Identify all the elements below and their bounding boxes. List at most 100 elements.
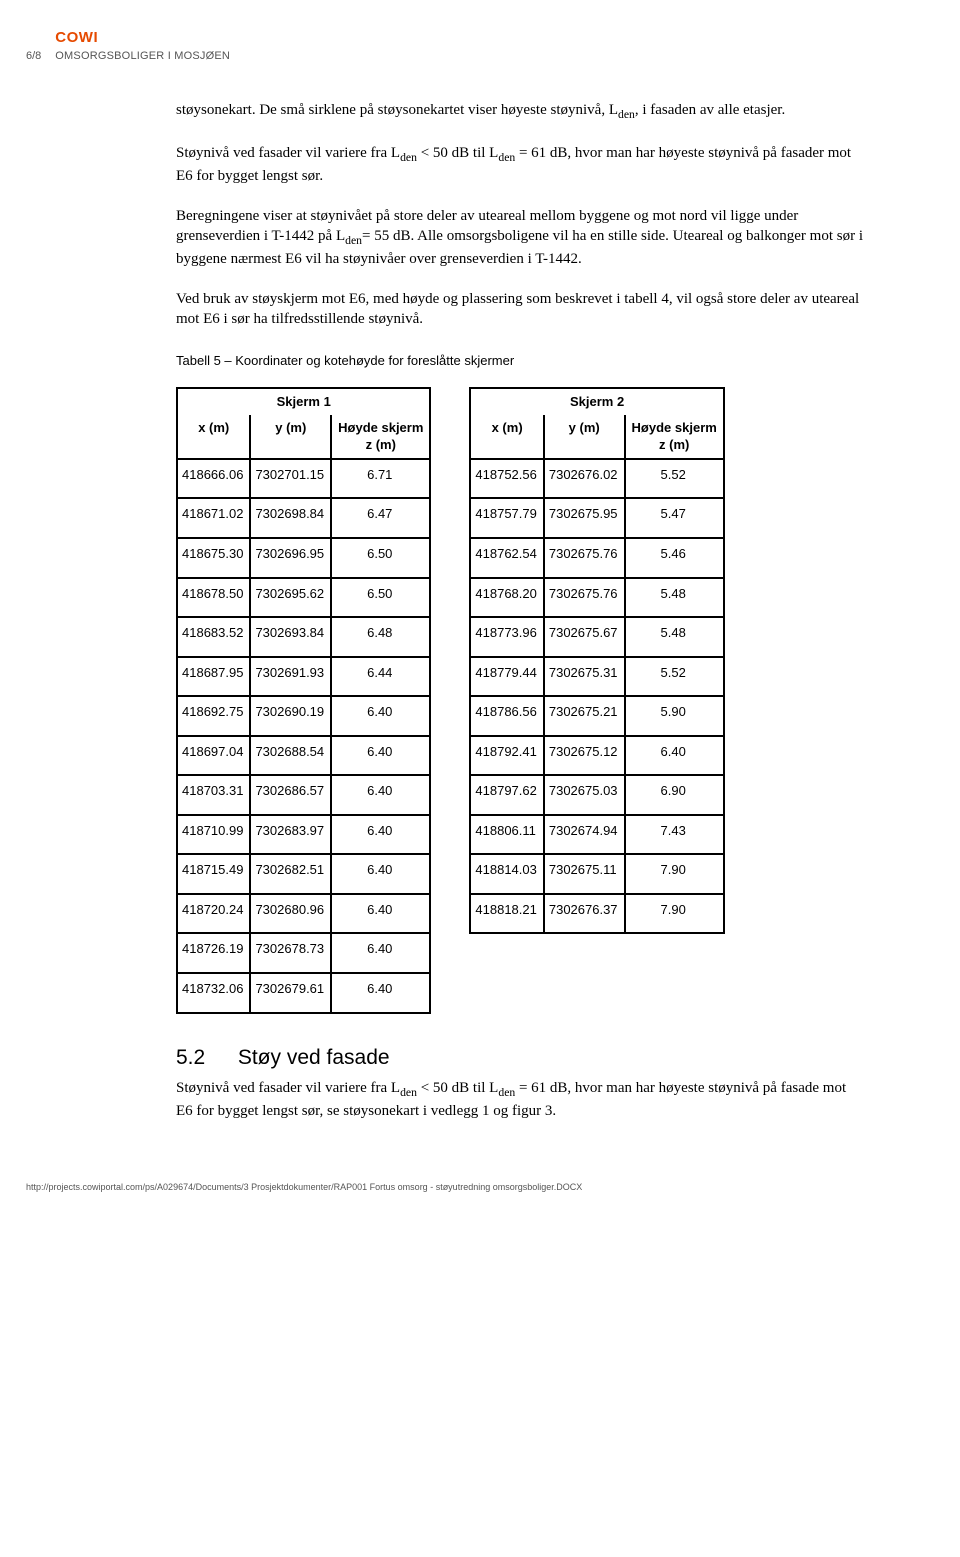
cell-x: 418666.06 [177, 459, 250, 499]
table-row: 418671.027302698.846.47 [177, 498, 430, 538]
cell-y: 7302678.73 [250, 933, 331, 973]
cell-y: 7302675.11 [544, 854, 625, 894]
table-row: 418792.417302675.126.40 [470, 736, 723, 776]
table-caption: Tabell 5 – Koordinater og kotehøyde for … [176, 352, 866, 370]
paragraph-4: Ved bruk av støyskjerm mot E6, med høyde… [176, 289, 866, 330]
cell-y: 7302675.31 [544, 657, 625, 697]
cell-y: 7302696.95 [250, 538, 331, 578]
cell-x: 418726.19 [177, 933, 250, 973]
table-row: 418697.047302688.546.40 [177, 736, 430, 776]
table-row: 418710.997302683.976.40 [177, 815, 430, 855]
table-row: 418779.447302675.315.52 [470, 657, 723, 697]
table-row: 418675.307302696.956.50 [177, 538, 430, 578]
cell-z: 5.48 [625, 617, 724, 657]
table-row: 418692.757302690.196.40 [177, 696, 430, 736]
cell-y: 7302680.96 [250, 894, 331, 934]
table-1-title: Skjerm 1 [177, 388, 430, 415]
table-row: 418797.627302675.036.90 [470, 775, 723, 815]
cell-z: 6.40 [331, 736, 430, 776]
cell-z: 6.71 [331, 459, 430, 499]
cell-z: 6.50 [331, 538, 430, 578]
cell-z: 6.40 [331, 775, 430, 815]
cell-z: 6.48 [331, 617, 430, 657]
col-header-z-line1: Høyde skjerm [632, 420, 717, 435]
cell-y: 7302675.03 [544, 775, 625, 815]
table-row: 418806.117302674.947.43 [470, 815, 723, 855]
cell-y: 7302675.76 [544, 578, 625, 618]
subscript-den: den [400, 1086, 417, 1099]
table-row: 418683.527302693.846.48 [177, 617, 430, 657]
cell-z: 6.40 [331, 854, 430, 894]
table-row: 418715.497302682.516.40 [177, 854, 430, 894]
cell-y: 7302686.57 [250, 775, 331, 815]
cell-x: 418715.49 [177, 854, 250, 894]
subscript-den: den [345, 234, 362, 247]
cell-y: 7302674.94 [544, 815, 625, 855]
table-row: 418814.037302675.117.90 [470, 854, 723, 894]
cell-y: 7302691.93 [250, 657, 331, 697]
section-body-a: Støynivå ved fasader vil variere fra L [176, 1080, 400, 1096]
section-body-b: < 50 dB til L [417, 1080, 498, 1096]
section-body: Støynivå ved fasader vil variere fra Lde… [176, 1078, 866, 1121]
col-header-x: x (m) [177, 415, 250, 459]
tables-container: Skjerm 1 x (m) y (m) Høyde skjermz (m) 4… [176, 387, 866, 1013]
cell-z: 6.40 [331, 815, 430, 855]
cell-z: 5.47 [625, 498, 724, 538]
table-row: 418818.217302676.377.90 [470, 894, 723, 934]
subscript-den: den [400, 151, 417, 164]
col-header-y: y (m) [544, 415, 625, 459]
table-row: 418703.317302686.576.40 [177, 775, 430, 815]
paragraph-2: Støynivå ved fasader vil variere fra Lde… [176, 143, 866, 186]
cell-x: 418732.06 [177, 973, 250, 1013]
cell-y: 7302675.76 [544, 538, 625, 578]
cell-y: 7302676.02 [544, 459, 625, 499]
cell-z: 6.44 [331, 657, 430, 697]
cell-y: 7302695.62 [250, 578, 331, 618]
cell-x: 418797.62 [470, 775, 543, 815]
section-number: 5.2 [176, 1044, 232, 1072]
cell-z: 6.50 [331, 578, 430, 618]
cell-x: 418818.21 [470, 894, 543, 934]
paragraph-1: støysonekart. De små sirklene på støyson… [176, 100, 866, 123]
cell-x: 418768.20 [470, 578, 543, 618]
cell-x: 418671.02 [177, 498, 250, 538]
cell-y: 7302701.15 [250, 459, 331, 499]
cell-z: 6.40 [331, 973, 430, 1013]
cell-y: 7302675.12 [544, 736, 625, 776]
table-2-title: Skjerm 2 [470, 388, 723, 415]
cell-x: 418762.54 [470, 538, 543, 578]
table-row: 418687.957302691.936.44 [177, 657, 430, 697]
table-skjerm-2: Skjerm 2 x (m) y (m) Høyde skjermz (m) 4… [469, 387, 724, 934]
cell-x: 418806.11 [470, 815, 543, 855]
table-row: 418720.247302680.966.40 [177, 894, 430, 934]
cell-x: 418710.99 [177, 815, 250, 855]
logo-text: COWI [55, 28, 230, 48]
table-row: 418762.547302675.765.46 [470, 538, 723, 578]
cell-z: 6.40 [331, 933, 430, 973]
cell-z: 5.52 [625, 657, 724, 697]
cell-z: 7.90 [625, 894, 724, 934]
table-row: 418666.067302701.156.71 [177, 459, 430, 499]
paragraph-1-text-a: støysonekart. De små sirklene på støyson… [176, 102, 618, 118]
cell-x: 418687.95 [177, 657, 250, 697]
page-header: 6/8 COWI OMSORGSBOLIGER I MOSJØEN [26, 28, 890, 64]
col-header-z-line2: z (m) [632, 436, 717, 454]
section-heading: 5.2 Støy ved fasade [176, 1044, 866, 1072]
cell-x: 418814.03 [470, 854, 543, 894]
table-row: 418726.197302678.736.40 [177, 933, 430, 973]
paragraph-3: Beregningene viser at støynivået på stor… [176, 206, 866, 269]
paragraph-1-text-b: , i fasaden av alle etasjer. [635, 102, 785, 118]
paragraph-2-text-a: Støynivå ved fasader vil variere fra L [176, 145, 400, 161]
cell-z: 5.46 [625, 538, 724, 578]
table-row: 418757.797302675.955.47 [470, 498, 723, 538]
cell-y: 7302688.54 [250, 736, 331, 776]
cell-y: 7302675.21 [544, 696, 625, 736]
cell-y: 7302698.84 [250, 498, 331, 538]
cell-z: 5.90 [625, 696, 724, 736]
cell-z: 7.90 [625, 854, 724, 894]
page-number: 6/8 [26, 49, 41, 64]
subscript-den: den [498, 1086, 515, 1099]
cell-x: 418779.44 [470, 657, 543, 697]
cell-z: 5.48 [625, 578, 724, 618]
cell-x: 418757.79 [470, 498, 543, 538]
